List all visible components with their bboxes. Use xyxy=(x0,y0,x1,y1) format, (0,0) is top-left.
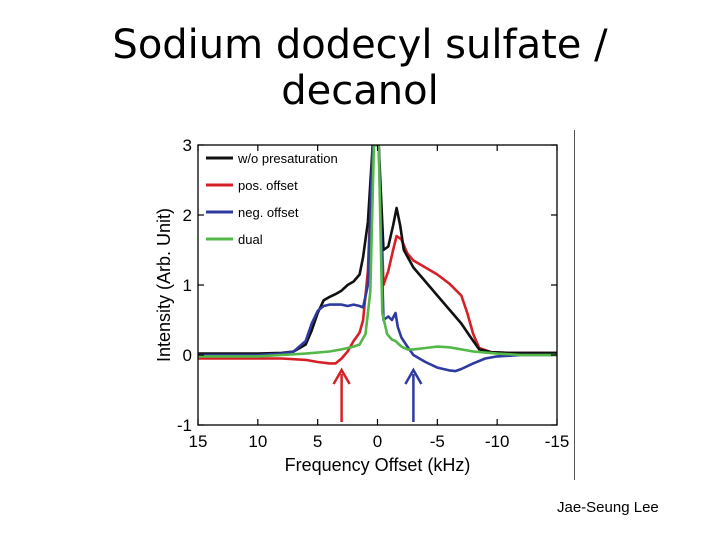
y-tick-label: 3 xyxy=(183,136,192,155)
x-tick-label: 10 xyxy=(248,432,267,451)
slide-title-line1: Sodium dodecyl sulfate / xyxy=(112,22,608,68)
x-tick-label: 0 xyxy=(373,432,382,451)
arrow-head xyxy=(404,367,423,385)
legend-entry: pos. offset xyxy=(238,178,298,193)
legend-entry: w/o presaturation xyxy=(237,151,338,166)
slide-title-line2: decanol xyxy=(281,68,439,114)
x-tick-label: -15 xyxy=(545,432,570,451)
divider-line xyxy=(574,130,575,480)
y-tick-label: 2 xyxy=(183,206,192,225)
series-line-dual xyxy=(198,145,557,358)
y-tick-label: 1 xyxy=(183,276,192,295)
series-line-pos-offset xyxy=(198,145,557,365)
x-tick-label: 15 xyxy=(189,432,208,451)
y-tick-label: 0 xyxy=(183,346,192,365)
credit-text: Jae-Seung Lee xyxy=(557,499,659,516)
x-tick-label: -10 xyxy=(485,432,510,451)
x-axis-label: Frequency Offset (kHz) xyxy=(285,455,471,475)
legend-entry: dual xyxy=(238,232,263,247)
x-tick-label: -5 xyxy=(430,432,445,451)
y-tick-label: -1 xyxy=(177,416,192,435)
slide-title: Sodium dodecyl sulfate / decanol xyxy=(0,22,720,114)
legend-entry: neg. offset xyxy=(238,205,299,220)
series-line-w-o-presaturation xyxy=(198,145,557,355)
arrow-head xyxy=(332,367,351,385)
y-axis-label: Intensity (Arb. Unit) xyxy=(154,208,174,362)
x-tick-label: 5 xyxy=(313,432,322,451)
